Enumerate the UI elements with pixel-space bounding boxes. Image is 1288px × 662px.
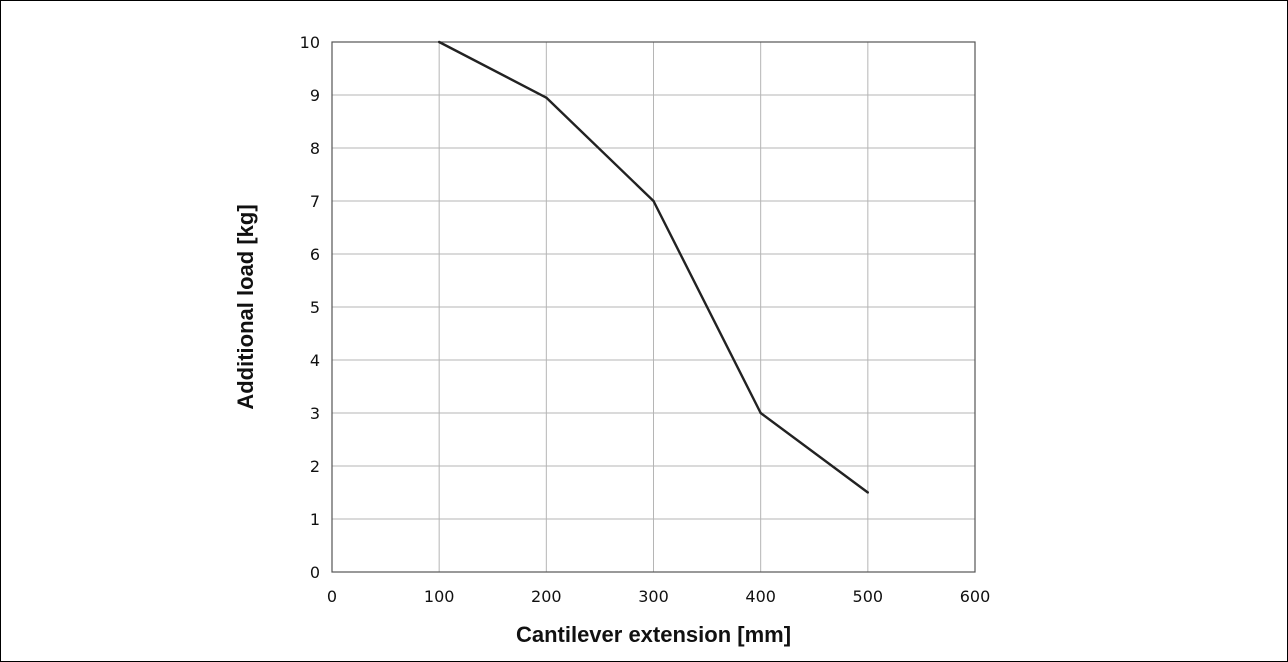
x-ticks: 0 100 200 300 400 500 600 bbox=[327, 587, 990, 606]
x-tick-label: 500 bbox=[853, 587, 884, 606]
grid bbox=[331, 41, 976, 573]
plot-border bbox=[331, 41, 976, 573]
y-tick-label: 2 bbox=[310, 457, 320, 476]
y-tick-label: 9 bbox=[310, 86, 320, 105]
x-tick-label: 200 bbox=[531, 587, 562, 606]
y-tick-label: 7 bbox=[310, 192, 320, 211]
y-tick-label: 6 bbox=[310, 245, 320, 264]
y-tick-label: 8 bbox=[310, 139, 320, 158]
data-points bbox=[437, 40, 870, 494]
data-point bbox=[652, 199, 655, 203]
data-point bbox=[545, 96, 548, 99]
y-tick-label: 4 bbox=[310, 351, 320, 370]
x-tick-label: 0 bbox=[327, 587, 337, 606]
x-tick-label: 600 bbox=[960, 587, 991, 606]
data-point bbox=[759, 411, 762, 415]
y-tick-label: 5 bbox=[310, 298, 320, 317]
y-tick-label: 0 bbox=[310, 563, 320, 582]
y-tick-label: 10 bbox=[300, 33, 320, 52]
x-tick-label: 300 bbox=[638, 587, 669, 606]
data-point bbox=[437, 40, 441, 44]
y-tick-label: 1 bbox=[310, 510, 320, 529]
y-tick-label: 3 bbox=[310, 404, 320, 423]
data-point bbox=[866, 491, 870, 494]
y-axis-label: Additional load [kg] bbox=[233, 204, 258, 409]
x-tick-label: 400 bbox=[745, 587, 776, 606]
x-axis-label: Cantilever extension [mm] bbox=[516, 622, 791, 647]
x-tick-label: 100 bbox=[424, 587, 455, 606]
y-ticks: 0 1 2 3 4 5 6 7 8 9 10 bbox=[300, 33, 320, 582]
